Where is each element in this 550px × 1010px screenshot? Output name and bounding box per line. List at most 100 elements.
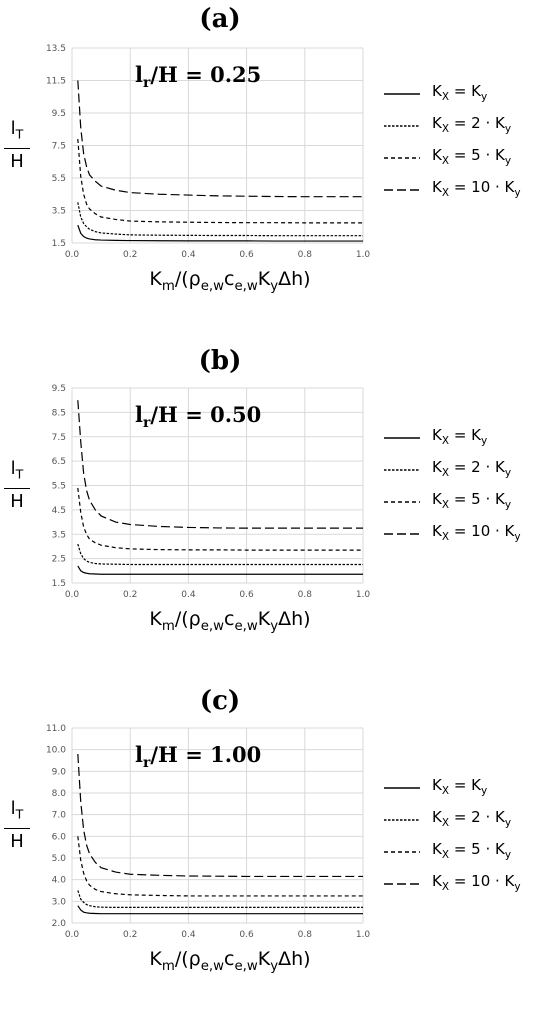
- y-tick-label: 2.0: [52, 919, 67, 929]
- legend-label: KX = 2 · Ky: [432, 458, 512, 479]
- ratio-annotation: lr/H = 0.50: [135, 402, 261, 431]
- y-tick-label: 9.5: [52, 109, 66, 119]
- y-axis-label: lT H: [4, 458, 30, 513]
- legend-line-sample: [384, 787, 420, 789]
- y-tick-label: 10.0: [46, 746, 66, 756]
- ratio-annotation: lr/H = 0.25: [135, 62, 261, 91]
- y-tick-label: 1.5: [52, 579, 66, 589]
- legend-line-sample: [384, 125, 420, 127]
- series-line-4: [77, 753, 363, 878]
- legend-label: KX = 2 · Ky: [432, 808, 512, 829]
- series-line-3: [77, 487, 363, 551]
- panel-label: (a): [199, 4, 241, 34]
- series-line-4: [77, 400, 363, 529]
- legend-line-sample: [384, 189, 420, 191]
- x-tick-label: 0.8: [298, 250, 313, 260]
- y-tick-label: 8.5: [52, 408, 66, 418]
- y-tick-label: 6.0: [52, 832, 67, 842]
- y-axis-label: lT H: [4, 798, 30, 853]
- plot-area: 1.5 2.5 3.5 4.5 5.5 6.5 7.5 8.5 9.5 0.0 0.2 0.4 0.6 0…: [52, 384, 371, 600]
- legend-line-sample: [384, 93, 420, 95]
- x-tick-label: 0.4: [181, 590, 196, 600]
- y-tick-label: 9.5: [52, 384, 66, 394]
- x-tick-label: 1.0: [356, 590, 371, 600]
- legend-label: KX = Ky: [432, 776, 488, 797]
- legend-label: KX = 10 · Ky: [432, 872, 521, 893]
- x-axis-label: Km/(ρe,wce,wKyΔh): [149, 268, 311, 294]
- chart-panel-b: (b) lT H 1.5 2.5 3.5 4.5 5.5 6.5 7.5 8.5 9.5 0.0 0…: [0, 340, 550, 670]
- x-tick-label: 0.8: [298, 590, 313, 600]
- plot-area: 1.5 3.5 5.5 7.5 9.5 11.5 13.5 0.0 0.2 0.4 0.6 0.8 1.…: [46, 44, 371, 260]
- x-axis-label: Km/(ρe,wce,wKyΔh): [149, 948, 311, 974]
- x-tick-label: 1.0: [356, 250, 371, 260]
- legend-line-sample: [384, 533, 420, 535]
- legend-label: KX = Ky: [432, 82, 488, 103]
- legend-item: KX = Ky: [384, 426, 550, 450]
- legend-label: KX = 5 · Ky: [432, 490, 512, 511]
- y-tick-label: 4.0: [52, 876, 67, 886]
- legend-item: KX = 5 · Ky: [384, 490, 550, 514]
- legend-line-sample: [384, 157, 420, 159]
- x-tick-label: 0.6: [239, 250, 254, 260]
- y-tick-label: 6.5: [52, 457, 66, 467]
- legend-item: KX = 2 · Ky: [384, 114, 550, 138]
- y-tick-label: 5.0: [52, 854, 67, 864]
- legend-item: KX = 2 · Ky: [384, 808, 550, 832]
- legend-line-sample: [384, 883, 420, 885]
- legend-item: KX = 5 · Ky: [384, 146, 550, 170]
- x-tick-label: 0.2: [123, 930, 137, 940]
- legend-label: KX = 5 · Ky: [432, 146, 512, 167]
- y-tick-label: 11.5: [46, 77, 66, 87]
- y-tick-label: 4.5: [52, 506, 66, 516]
- legend-line-sample: [384, 501, 420, 503]
- series-line-1: [77, 224, 363, 242]
- x-tick-label: 0.6: [239, 930, 254, 940]
- series-line-2: [77, 890, 363, 908]
- series-line-1: [77, 565, 363, 575]
- y-tick-label: 3.5: [52, 207, 66, 217]
- legend-label: KX = 10 · Ky: [432, 522, 521, 543]
- legend-label: KX = 10 · Ky: [432, 178, 521, 199]
- legend-line-sample: [384, 437, 420, 439]
- y-tick-label: 7.5: [52, 433, 66, 443]
- x-tick-label: 0.2: [123, 590, 137, 600]
- y-tick-label: 3.5: [52, 530, 66, 540]
- y-tick-label: 1.5: [52, 239, 66, 249]
- y-tick-label: 13.5: [46, 44, 66, 54]
- x-tick-label: 0.0: [65, 590, 80, 600]
- x-tick-label: 0.0: [65, 250, 80, 260]
- series-line-4: [77, 80, 363, 198]
- legend-label: KX = 2 · Ky: [432, 114, 512, 135]
- series-line-3: [77, 138, 363, 224]
- legend-item: KX = 10 · Ky: [384, 522, 550, 546]
- y-tick-label: 7.5: [52, 142, 66, 152]
- panel-label: (b): [198, 346, 242, 376]
- x-tick-label: 1.0: [356, 930, 371, 940]
- y-tick-label: 2.5: [52, 555, 66, 565]
- plot-area: 2.0 3.0 4.0 5.0 6.0 7.0 8.0 9.0 10.0 11.0 0.0 0.2 0.…: [46, 724, 371, 940]
- ratio-annotation: lr/H = 1.00: [135, 742, 261, 771]
- x-tick-label: 0.2: [123, 250, 137, 260]
- x-tick-label: 0.0: [65, 930, 80, 940]
- legend-item: KX = Ky: [384, 82, 550, 106]
- x-tick-label: 0.4: [181, 250, 196, 260]
- legend-item: KX = Ky: [384, 776, 550, 800]
- legend-item: KX = 10 · Ky: [384, 872, 550, 896]
- panel-label: (c): [199, 686, 241, 716]
- legend-label: KX = 5 · Ky: [432, 840, 512, 861]
- chart-panel-c: (c) lT H 2.0 3.0 4.0 5.0 6.0 7.0 8.0 9.0 10.0 11.…: [0, 680, 550, 1010]
- legend-label: KX = Ky: [432, 426, 488, 447]
- y-tick-label: 8.0: [52, 789, 67, 799]
- x-axis-label: Km/(ρe,wce,wKyΔh): [149, 608, 311, 634]
- legend-item: KX = 2 · Ky: [384, 458, 550, 482]
- y-tick-label: 5.5: [52, 482, 66, 492]
- series-line-1: [77, 905, 363, 915]
- x-tick-label: 0.4: [181, 930, 196, 940]
- x-tick-label: 0.6: [239, 590, 254, 600]
- series-line-3: [77, 836, 363, 897]
- y-tick-label: 9.0: [52, 767, 67, 777]
- series-line-2: [77, 543, 363, 566]
- series-line-2: [77, 202, 363, 237]
- y-tick-label: 3.0: [52, 897, 67, 907]
- x-tick-label: 0.8: [298, 930, 313, 940]
